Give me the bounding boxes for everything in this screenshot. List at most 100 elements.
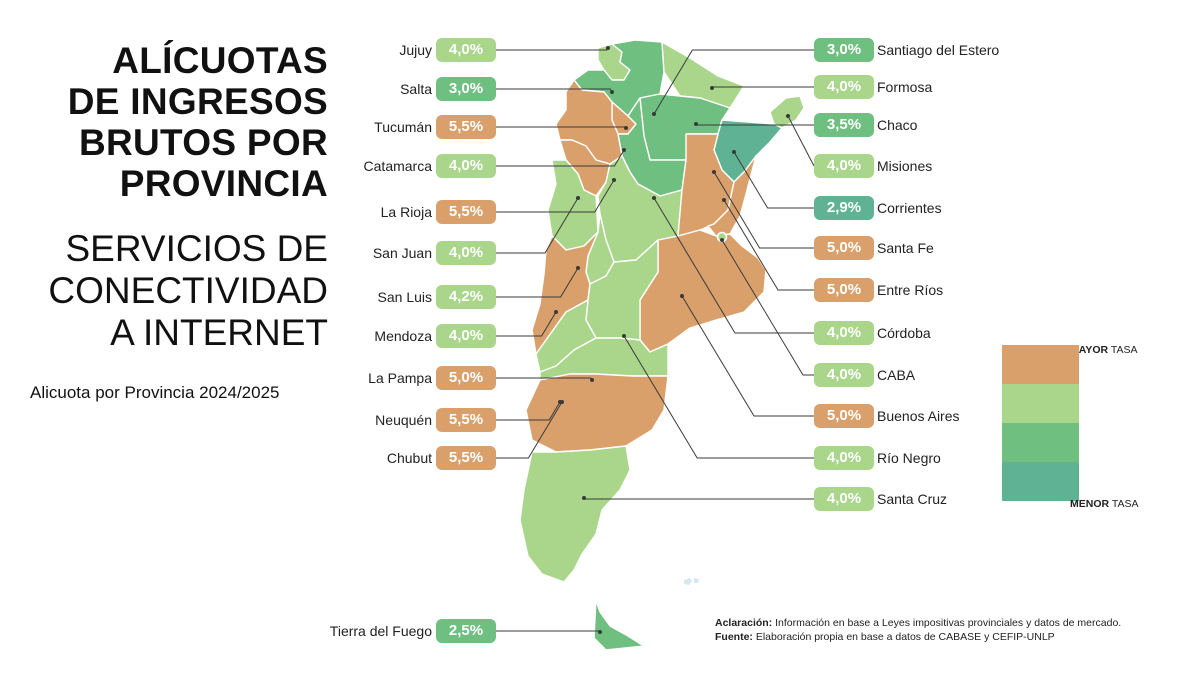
label-san-luis: San Luis bbox=[377, 289, 432, 305]
leader-lines bbox=[496, 46, 815, 634]
province-santacruz bbox=[519, 445, 631, 583]
legend-top-label: MAYOR TASA bbox=[1070, 344, 1138, 356]
islands-mark bbox=[684, 578, 699, 585]
leader-salta-dot bbox=[610, 90, 614, 94]
province-misiones bbox=[769, 95, 805, 129]
leader-entre-rios-dot bbox=[722, 198, 726, 202]
label-tierra-del-fuego: Tierra del Fuego bbox=[329, 623, 432, 639]
label-misiones: Misiones bbox=[877, 158, 933, 174]
leader-san-luis-dot bbox=[576, 266, 580, 270]
leader-santa-fe bbox=[713, 171, 814, 249]
label-buenos-aires: Buenos Aires bbox=[877, 408, 960, 424]
leader-santiago-del-estero-dot bbox=[652, 112, 656, 116]
label-santiago-del-estero: Santiago del Estero bbox=[877, 42, 1000, 58]
label-corrientes: Corrientes bbox=[877, 200, 942, 216]
label-la-pampa: La Pampa bbox=[368, 370, 432, 386]
label-chaco: Chaco bbox=[877, 117, 918, 133]
rate-badge-rio-negro: 4,0% bbox=[814, 446, 874, 470]
leader-san-juan bbox=[496, 197, 579, 254]
label-catamarca: Catamarca bbox=[363, 158, 432, 174]
rate-badge-santa-fe: 5,0% bbox=[814, 236, 874, 260]
label-tucuman: Tucumán bbox=[374, 119, 432, 135]
leader-buenos-aires-dot bbox=[680, 294, 684, 298]
rate-badge-chubut: 5,5% bbox=[436, 446, 496, 470]
rate-badge-mendoza: 4,0% bbox=[436, 324, 496, 348]
rate-badge-entre-rios: 5,0% bbox=[814, 278, 874, 302]
leader-corrientes-dot bbox=[732, 150, 736, 154]
leader-cordoba bbox=[653, 197, 814, 334]
province-regions bbox=[519, 39, 805, 651]
label-santa-fe: Santa Fe bbox=[877, 240, 934, 256]
leader-santa-cruz-dot bbox=[582, 496, 586, 500]
rate-badge-formosa: 4,0% bbox=[814, 75, 874, 99]
rate-badge-jujuy: 4,0% bbox=[436, 38, 496, 62]
legend-swatch-high bbox=[1002, 345, 1079, 384]
rate-badge-cordoba: 4,0% bbox=[814, 321, 874, 345]
leader-neuquen bbox=[496, 401, 561, 421]
leader-la-pampa-dot bbox=[590, 378, 594, 382]
label-formosa: Formosa bbox=[877, 79, 933, 95]
leader-jujuy bbox=[496, 47, 609, 51]
leader-san-luis bbox=[496, 267, 579, 298]
province-buenosaires bbox=[639, 229, 767, 353]
label-entre-rios: Entre Ríos bbox=[877, 282, 944, 298]
rate-badge-tucuman: 5,5% bbox=[436, 115, 496, 139]
period-caption: Alicuota por Provincia 2024/2025 bbox=[30, 383, 280, 402]
leader-tierra-del-fuego-dot bbox=[598, 630, 602, 634]
legend-swatch-low bbox=[1002, 462, 1079, 501]
label-cordoba: Córdoba bbox=[877, 325, 931, 341]
leader-entre-rios bbox=[723, 199, 814, 291]
label-rio-negro: Río Negro bbox=[877, 450, 941, 466]
rate-badge-buenos-aires: 5,0% bbox=[814, 404, 874, 428]
leader-mendoza-dot bbox=[554, 310, 558, 314]
leader-buenos-aires bbox=[681, 295, 814, 417]
rate-badge-la-pampa: 5,0% bbox=[436, 366, 496, 390]
label-caba: CABA bbox=[877, 367, 916, 383]
leader-chaco-dot bbox=[694, 122, 698, 126]
subtitle: SERVICIOS DE CONECTIVIDAD A INTERNET bbox=[48, 228, 328, 354]
leader-chubut-dot bbox=[560, 400, 564, 404]
label-jujuy: Jujuy bbox=[399, 42, 432, 58]
leader-caba-dot bbox=[720, 238, 724, 242]
leader-catamarca bbox=[496, 149, 625, 167]
leader-cordoba-dot bbox=[652, 196, 656, 200]
leader-rio-negro-dot bbox=[622, 334, 626, 338]
rate-badge-misiones: 4,0% bbox=[814, 154, 874, 178]
province-tierradelfuego bbox=[593, 599, 645, 651]
rate-badge-san-luis: 4,2% bbox=[436, 285, 496, 309]
rate-badge-neuquen: 5,5% bbox=[436, 408, 496, 432]
rate-badge-salta: 3,0% bbox=[436, 77, 496, 101]
main-title: ALÍCUOTAS DE INGRESOS BRUTOS POR PROVINC… bbox=[68, 40, 328, 204]
rate-badge-tierra-del-fuego: 2,5% bbox=[436, 619, 496, 643]
leader-la-rioja bbox=[496, 179, 615, 213]
title-line: BRUTOS POR bbox=[78, 122, 328, 163]
footnote-source: Fuente: Elaboración propia en base a dat… bbox=[715, 631, 1055, 643]
label-san-juan: San Juan bbox=[372, 245, 432, 261]
subtitle-line: SERVICIOS DE bbox=[65, 228, 328, 269]
label-neuquen: Neuquén bbox=[375, 412, 432, 428]
leader-rio-negro bbox=[623, 335, 814, 459]
leader-san-juan-dot bbox=[576, 196, 580, 200]
leader-caba bbox=[721, 239, 814, 376]
leader-tierra-del-fuego bbox=[496, 630, 601, 633]
subtitle-line: A INTERNET bbox=[110, 312, 328, 353]
title-line: DE INGRESOS bbox=[67, 81, 328, 122]
legend-bottom-label: MENOR TASA bbox=[1070, 498, 1139, 510]
province-chubut bbox=[525, 373, 669, 453]
leader-catamarca-dot bbox=[622, 148, 626, 152]
rate-badge-catamarca: 4,0% bbox=[436, 154, 496, 178]
label-santa-cruz: Santa Cruz bbox=[877, 491, 948, 507]
label-salta: Salta bbox=[400, 81, 432, 97]
rate-badge-corrientes: 2,9% bbox=[814, 196, 874, 220]
leader-corrientes bbox=[733, 151, 814, 209]
title-line: ALÍCUOTAS bbox=[112, 40, 328, 81]
label-mendoza: Mendoza bbox=[374, 328, 432, 344]
leader-santiago-del-estero bbox=[653, 49, 814, 115]
leader-mendoza bbox=[496, 311, 557, 337]
rate-badge-chaco: 3,5% bbox=[814, 113, 874, 137]
label-la-rioja: La Rioja bbox=[380, 204, 432, 220]
rate-badge-santiago-del-estero: 3,0% bbox=[814, 38, 874, 62]
rate-badge-santa-cruz: 4,0% bbox=[814, 487, 874, 511]
leader-tucuman-dot bbox=[624, 126, 628, 130]
leader-jujuy-dot bbox=[606, 46, 610, 50]
